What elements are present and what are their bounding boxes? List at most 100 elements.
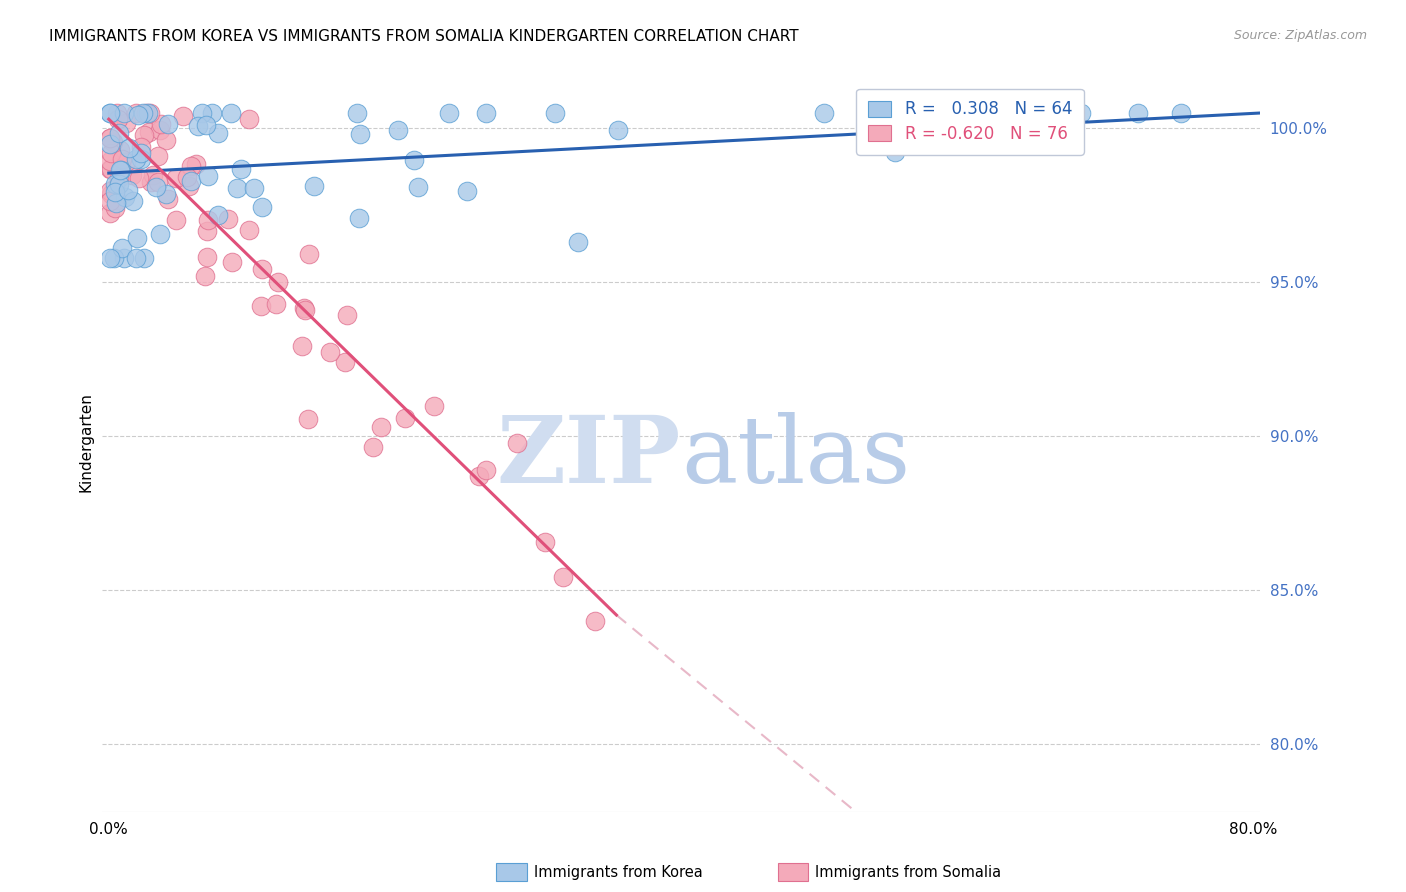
Point: [207, 209, 229, 223]
Point: [607, 123, 630, 137]
Point: [108, 162, 131, 177]
Point: [294, 303, 316, 318]
Point: [115, 116, 138, 130]
Point: [98, 251, 121, 265]
Point: [467, 469, 489, 483]
Point: [100, 145, 122, 160]
Point: [406, 180, 429, 194]
Point: [370, 419, 392, 434]
Point: [103, 202, 125, 216]
Point: [142, 168, 165, 182]
Point: [394, 411, 416, 425]
Point: [1128, 106, 1150, 120]
Point: [217, 212, 239, 227]
Point: [176, 169, 198, 184]
Point: [139, 106, 162, 120]
Text: Source: ZipAtlas.com: Source: ZipAtlas.com: [1233, 29, 1367, 42]
Point: [250, 200, 273, 214]
Text: IMMIGRANTS FROM KOREA VS IMMIGRANTS FROM SOMALIA KINDERGARTEN CORRELATION CHART: IMMIGRANTS FROM KOREA VS IMMIGRANTS FROM…: [49, 29, 799, 44]
Point: [221, 106, 243, 120]
Point: [114, 190, 136, 204]
Point: [110, 163, 132, 178]
Point: [195, 118, 218, 132]
Point: [583, 614, 606, 628]
Point: [107, 126, 129, 140]
Point: [103, 135, 125, 149]
Point: [122, 194, 145, 208]
Text: Immigrants from Somalia: Immigrants from Somalia: [815, 865, 1001, 880]
Point: [544, 106, 567, 120]
Point: [148, 122, 170, 136]
Point: [149, 227, 172, 242]
Point: [146, 149, 169, 163]
Point: [194, 269, 217, 284]
Legend: R =   0.308   N = 64, R = -0.620   N = 76: R = 0.308 N = 64, R = -0.620 N = 76: [856, 88, 1084, 154]
Point: [98, 130, 121, 145]
Point: [98, 154, 121, 169]
Point: [128, 171, 150, 186]
Point: [134, 128, 156, 142]
Point: [267, 275, 290, 289]
Point: [336, 308, 359, 322]
Point: [404, 153, 426, 167]
Point: [221, 255, 243, 269]
Point: [553, 570, 575, 584]
Point: [302, 179, 325, 194]
Point: [105, 194, 128, 208]
Point: [156, 192, 179, 206]
Point: [129, 153, 152, 167]
Point: [475, 462, 498, 476]
Point: [107, 112, 129, 126]
Point: [1070, 106, 1092, 120]
Point: [110, 152, 132, 166]
Point: [125, 251, 148, 265]
Point: [100, 106, 122, 120]
Point: [456, 184, 478, 198]
Point: [105, 106, 128, 120]
Point: [361, 440, 384, 454]
Point: [98, 136, 121, 151]
Point: [125, 231, 148, 245]
Point: [180, 174, 202, 188]
Point: [249, 299, 271, 313]
Point: [347, 211, 370, 226]
Point: [319, 344, 342, 359]
Point: [195, 250, 218, 264]
Point: [165, 213, 187, 227]
Point: [387, 123, 409, 137]
Point: [111, 241, 134, 255]
Point: [297, 411, 319, 425]
Point: [135, 106, 157, 120]
Point: [157, 117, 180, 131]
Point: [98, 194, 121, 208]
Point: [238, 112, 260, 127]
Point: [437, 106, 460, 120]
Point: [104, 180, 127, 194]
Point: [422, 399, 444, 413]
Point: [98, 131, 121, 145]
Point: [104, 177, 127, 191]
Point: [117, 183, 139, 197]
Point: [349, 128, 371, 142]
Point: [150, 117, 173, 131]
Point: [226, 180, 249, 194]
Point: [291, 339, 314, 353]
Point: [155, 186, 177, 201]
Point: [298, 246, 321, 260]
Point: [108, 144, 131, 158]
Point: [136, 106, 159, 120]
Point: [98, 206, 121, 220]
Point: [184, 157, 207, 171]
Point: [567, 235, 589, 249]
Point: [118, 141, 141, 155]
Point: [186, 119, 208, 133]
Point: [104, 185, 127, 199]
Point: [100, 161, 122, 176]
Point: [197, 223, 219, 237]
Point: [165, 171, 187, 186]
Point: [292, 301, 315, 315]
Point: [131, 140, 153, 154]
Point: [984, 127, 1007, 141]
Point: [129, 145, 152, 160]
Point: [114, 154, 136, 169]
